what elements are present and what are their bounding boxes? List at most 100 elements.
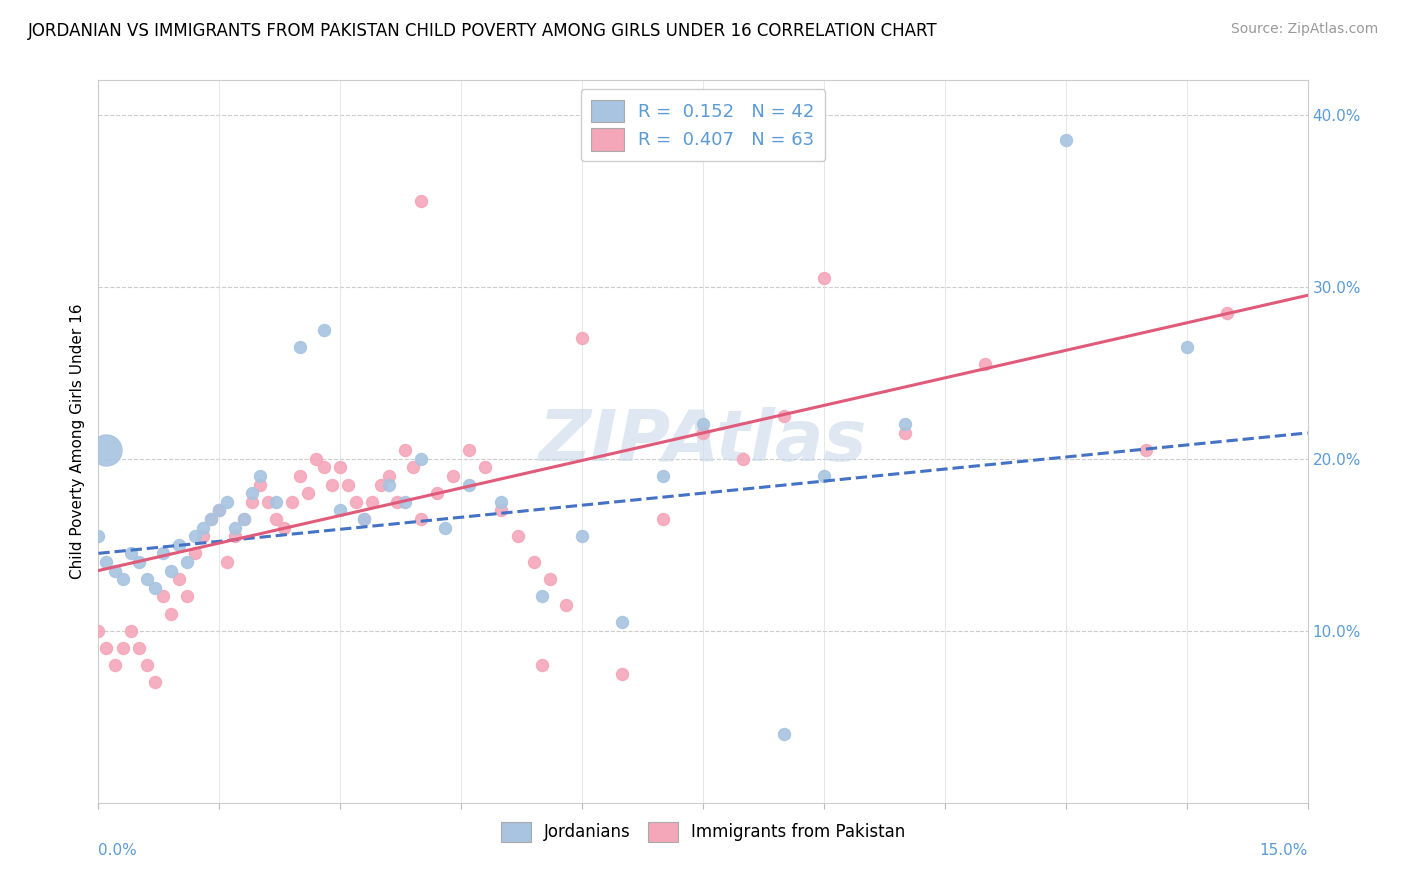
Point [176,590,198,604]
Point [208,503,231,517]
Point [184,546,207,560]
Point [409,194,432,208]
Point [143,581,166,595]
Point [167,572,190,586]
Point [200,512,222,526]
Point [893,417,915,432]
Point [1216,305,1239,319]
Point [377,477,399,491]
Point [160,607,183,621]
Point [329,460,352,475]
Point [288,469,311,483]
Point [96,640,118,655]
Legend: Jordanians, Immigrants from Pakistan: Jordanians, Immigrants from Pakistan [494,815,912,848]
Point [208,503,231,517]
Point [353,512,375,526]
Point [232,512,254,526]
Y-axis label: Child Poverty Among Girls Under 16: Child Poverty Among Girls Under 16 [69,304,84,579]
Point [651,469,673,483]
Point [111,640,134,655]
Point [264,512,287,526]
Point [240,494,263,508]
Point [143,675,166,690]
Point [135,572,157,586]
Text: Source: ZipAtlas.com: Source: ZipAtlas.com [1230,22,1378,37]
Point [530,658,553,673]
Point [224,520,246,534]
Point [441,469,464,483]
Point [87,529,110,543]
Point [249,477,271,491]
Point [813,469,835,483]
Point [523,555,546,569]
Point [385,494,408,508]
Point [353,512,375,526]
Point [103,658,125,673]
Point [256,494,278,508]
Point [571,529,593,543]
Point [974,357,997,371]
Point [152,546,174,560]
Point [692,425,714,440]
Point [329,503,352,517]
Point [184,529,207,543]
Point [152,590,174,604]
Point [361,494,384,508]
Point [571,331,593,345]
Point [87,624,110,638]
Point [651,512,673,526]
Point [135,658,157,673]
Point [297,486,319,500]
Point [434,520,457,534]
Point [612,666,634,681]
Point [474,460,496,475]
Point [394,443,416,458]
Point [370,477,392,491]
Point [394,494,416,508]
Point [1135,443,1157,458]
Point [288,340,311,354]
Point [120,546,142,560]
Point [217,555,239,569]
Point [491,503,513,517]
Point [224,529,246,543]
Point [772,727,794,741]
Point [1175,340,1198,354]
Point [160,564,183,578]
Point [200,512,222,526]
Point [377,469,399,483]
Point [232,512,254,526]
Point [128,640,150,655]
Point [555,598,578,612]
Point [506,529,529,543]
Point [103,564,125,578]
Point [426,486,449,500]
Point [305,451,328,466]
Point [344,494,367,508]
Point [217,494,239,508]
Point [1054,133,1077,147]
Text: 15.0%: 15.0% [1260,843,1308,857]
Point [96,443,118,458]
Point [264,494,287,508]
Point [314,460,336,475]
Point [111,572,134,586]
Point [458,443,481,458]
Point [409,451,432,466]
Point [240,486,263,500]
Point [337,477,360,491]
Point [176,555,198,569]
Point [193,520,215,534]
Point [772,409,794,423]
Point [402,460,425,475]
Point [321,477,343,491]
Point [193,529,215,543]
Point [530,590,553,604]
Point [128,555,150,569]
Point [273,520,295,534]
Text: JORDANIAN VS IMMIGRANTS FROM PAKISTAN CHILD POVERTY AMONG GIRLS UNDER 16 CORRELA: JORDANIAN VS IMMIGRANTS FROM PAKISTAN CH… [28,22,938,40]
Point [692,417,714,432]
Point [893,425,915,440]
Point [458,477,481,491]
Point [491,494,513,508]
